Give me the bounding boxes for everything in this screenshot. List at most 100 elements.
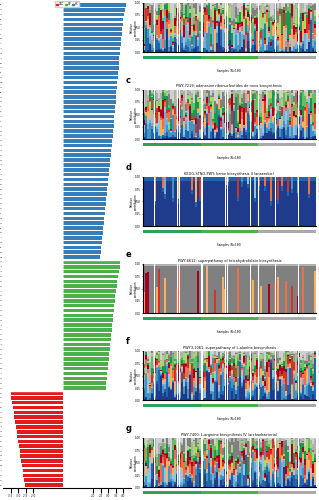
Bar	[162, 378, 164, 380]
Bar	[302, 485, 304, 488]
Bar	[274, 115, 275, 117]
Bar	[168, 37, 170, 40]
Bar	[203, 122, 204, 126]
Bar	[176, 2, 177, 7]
Bar	[222, 10, 224, 14]
Bar	[197, 450, 199, 452]
Bar	[227, 363, 229, 378]
Bar	[212, 474, 214, 484]
Bar	[164, 447, 166, 448]
Bar	[180, 181, 181, 226]
Bar	[285, 466, 287, 474]
Bar	[247, 184, 249, 188]
Bar	[210, 480, 212, 488]
Bar	[222, 8, 224, 10]
Bar	[174, 35, 175, 37]
Bar	[145, 28, 147, 52]
Bar	[218, 96, 220, 98]
Bar	[182, 36, 183, 43]
Bar	[310, 93, 312, 98]
Bar	[143, 460, 145, 462]
Bar	[250, 396, 252, 398]
Bar	[272, 472, 273, 474]
Bar	[299, 2, 300, 17]
Bar	[310, 116, 312, 122]
Bar	[300, 13, 302, 14]
Bar	[149, 264, 151, 266]
Bar	[158, 135, 160, 136]
Bar	[314, 21, 316, 24]
Bar	[63, 56, 119, 60]
Bar	[256, 387, 258, 400]
Bar	[166, 372, 168, 398]
Bar	[250, 4, 252, 15]
Bar	[233, 181, 235, 226]
Bar	[151, 2, 152, 4]
Bar	[268, 5, 270, 12]
Bar	[260, 181, 262, 226]
Bar	[266, 128, 268, 132]
Bar	[289, 4, 291, 13]
Bar	[239, 360, 241, 362]
Bar	[63, 250, 100, 254]
Bar	[281, 2, 283, 7]
Bar	[199, 457, 201, 464]
Bar	[258, 94, 260, 95]
Bar	[245, 92, 247, 102]
Bar	[247, 358, 249, 368]
Bar	[164, 438, 166, 442]
Bar	[235, 480, 237, 482]
Bar	[206, 480, 208, 487]
Bar	[222, 277, 224, 314]
Bar	[143, 374, 145, 376]
Bar	[189, 104, 191, 106]
Bar	[156, 358, 158, 359]
Bar	[185, 26, 187, 42]
Bar	[195, 34, 197, 35]
Bar	[283, 442, 285, 454]
Bar	[204, 474, 206, 488]
Bar	[149, 27, 151, 36]
Bar	[249, 384, 250, 388]
Bar	[203, 364, 204, 372]
Bar	[13, 406, 63, 409]
Bar	[180, 90, 181, 101]
Bar	[195, 20, 197, 31]
Bar	[285, 12, 287, 14]
Bar	[258, 367, 260, 376]
Bar	[293, 135, 295, 138]
Bar	[197, 356, 199, 361]
Bar	[201, 124, 203, 126]
Bar	[176, 130, 177, 137]
Bar	[193, 110, 195, 116]
Bar	[191, 363, 193, 365]
Bar	[241, 264, 243, 266]
Bar	[197, 2, 199, 18]
Bar	[222, 181, 224, 226]
Bar	[220, 8, 222, 13]
Bar	[189, 122, 191, 138]
Bar	[235, 468, 237, 470]
Bar	[176, 475, 177, 488]
Bar	[197, 46, 199, 52]
Bar	[143, 376, 145, 378]
Bar	[152, 2, 154, 25]
Bar	[156, 466, 158, 473]
Bar	[287, 355, 289, 356]
Bar	[224, 48, 226, 52]
Bar	[222, 368, 224, 372]
Bar	[220, 438, 222, 440]
Bar	[212, 128, 214, 130]
Bar	[158, 106, 160, 112]
Bar	[143, 264, 145, 266]
Bar	[233, 355, 235, 356]
Bar	[63, 163, 110, 167]
Bar	[300, 462, 302, 466]
Bar	[214, 181, 216, 226]
Bar	[185, 474, 187, 487]
Bar	[268, 123, 270, 130]
Bar	[268, 176, 270, 181]
Bar	[250, 120, 252, 121]
Bar	[293, 350, 295, 354]
Bar	[241, 438, 243, 440]
